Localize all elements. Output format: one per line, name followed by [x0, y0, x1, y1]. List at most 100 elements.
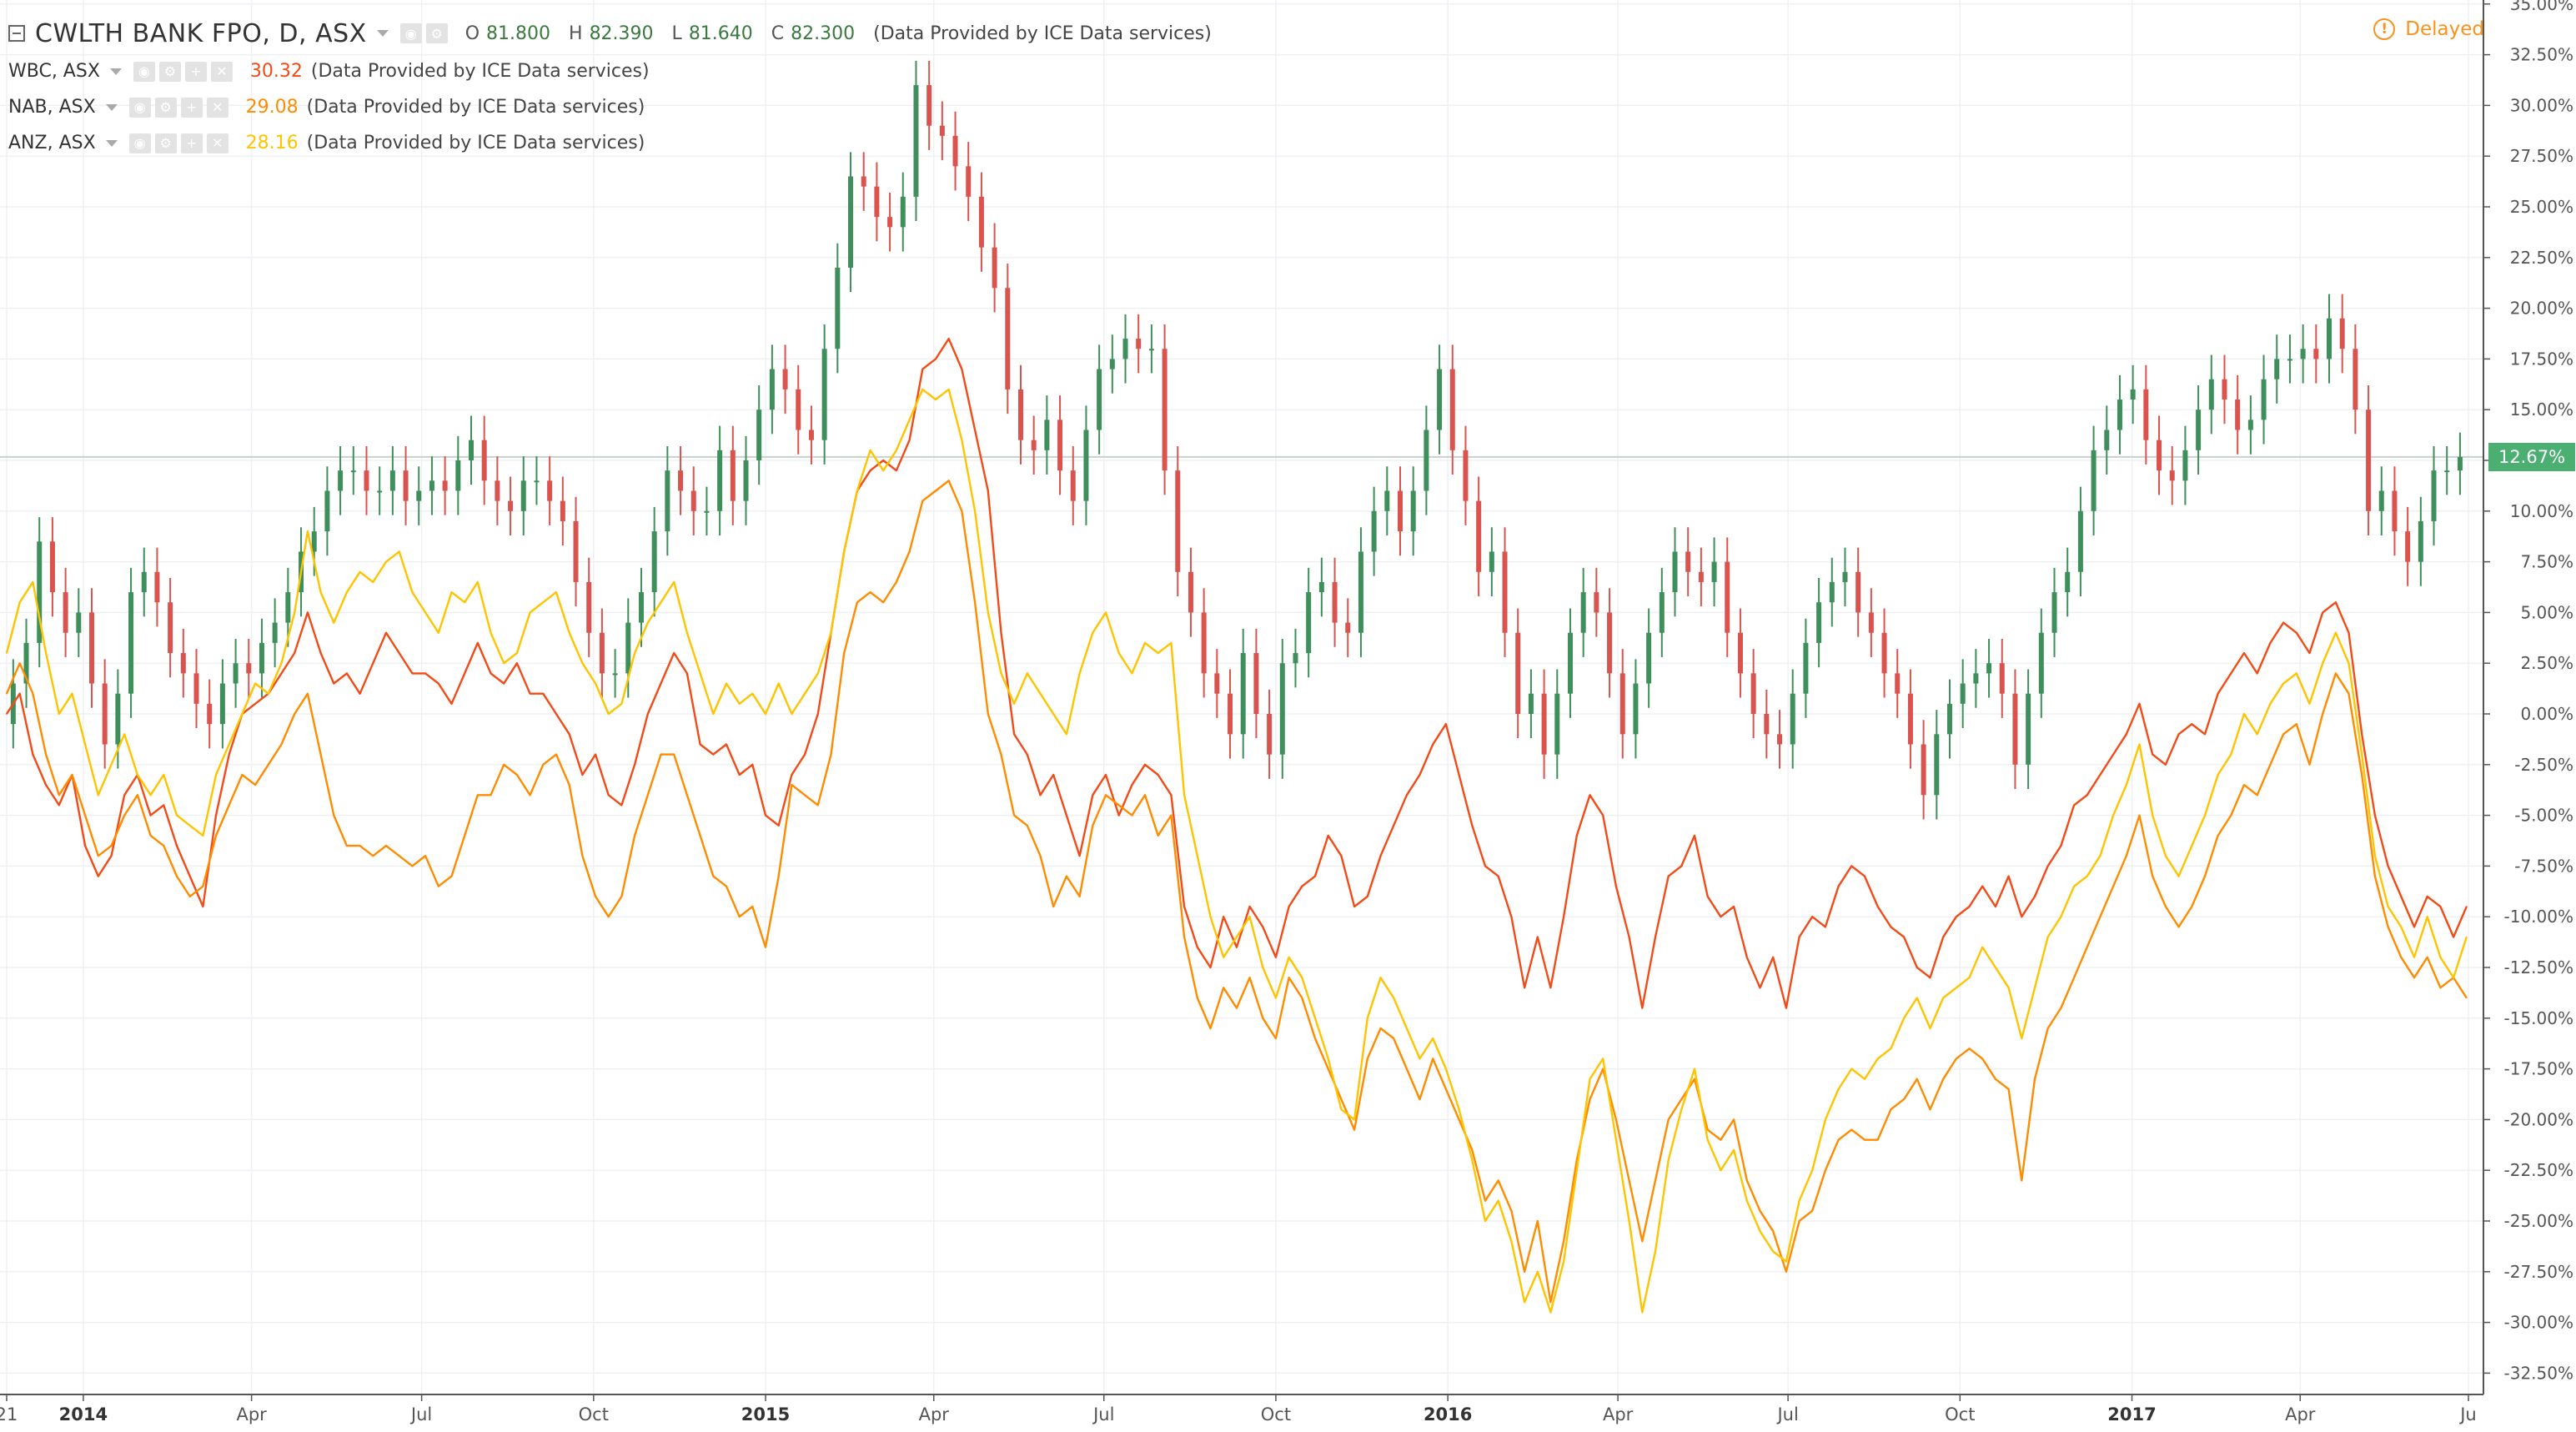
candle-body: [324, 490, 330, 532]
data-point: [2453, 936, 2454, 938]
data-point: [1066, 814, 1067, 816]
compare-symbol-label[interactable]: WBC, ASX: [8, 61, 100, 82]
data-point: [1615, 1138, 1617, 1141]
data-point: [1144, 642, 1146, 644]
chevron-down-icon[interactable]: [105, 103, 118, 111]
gear-icon[interactable]: ⚙: [154, 133, 177, 153]
data-point: [1563, 916, 1564, 917]
candle-body: [2065, 571, 2071, 593]
y-tick-label: -7.50%: [2514, 856, 2573, 876]
plus-icon[interactable]: +: [184, 61, 207, 82]
candle-body: [1502, 551, 1508, 633]
candle-body: [1672, 551, 1678, 593]
candle-body: [442, 480, 448, 491]
data-point: [1720, 916, 1722, 917]
candle-body: [939, 125, 945, 136]
data-point: [581, 855, 584, 857]
eye-icon[interactable]: ◉: [399, 23, 422, 43]
data-point: [2086, 946, 2088, 948]
candle-body: [233, 663, 239, 684]
data-point: [424, 855, 426, 857]
data-point: [202, 885, 204, 887]
data-point: [1537, 1271, 1539, 1273]
compare-symbol-label[interactable]: NAB, ASX: [8, 97, 96, 118]
candle-body: [2431, 470, 2437, 521]
data-point: [620, 804, 623, 806]
data-point: [699, 835, 701, 837]
delayed-indicator[interactable]: ! Delayed: [2373, 18, 2484, 40]
candle-body: [2313, 349, 2319, 359]
data-point: [1746, 1179, 1748, 1182]
y-tick-label: -30.00%: [2504, 1313, 2573, 1333]
candle-body: [534, 480, 540, 483]
candle-body: [599, 632, 605, 674]
data-point: [137, 794, 138, 796]
candle-body: [207, 703, 213, 725]
candle-body: [2012, 693, 2018, 765]
data-point: [555, 753, 557, 756]
gear-icon[interactable]: ⚙: [158, 61, 181, 82]
data-point: [1052, 774, 1054, 776]
close-icon[interactable]: ✕: [206, 133, 228, 153]
candle-body: [926, 85, 932, 126]
data-point: [2374, 855, 2376, 857]
chevron-down-icon[interactable]: [105, 139, 118, 147]
data-point: [686, 672, 688, 675]
data-point: [280, 662, 283, 664]
candle-body: [730, 450, 736, 501]
candle-body: [1698, 571, 1704, 582]
x-tick-label: Ju: [2458, 1404, 2477, 1424]
close-icon[interactable]: ✕: [206, 97, 228, 118]
y-tick-label: -2.50%: [2514, 755, 2573, 775]
data-point: [163, 804, 165, 806]
data-point: [1092, 631, 1094, 634]
data-point: [2426, 957, 2428, 958]
data-point: [595, 896, 596, 897]
close-icon[interactable]: ✕: [210, 61, 233, 82]
chevron-down-icon[interactable]: [376, 30, 389, 37]
data-point: [1288, 906, 1290, 907]
plus-icon[interactable]: +: [180, 97, 203, 118]
collapse-legend-button[interactable]: [8, 25, 25, 42]
candle-body: [416, 490, 422, 501]
candle-body: [874, 186, 880, 218]
data-point: [673, 753, 675, 756]
gear-icon[interactable]: ⚙: [154, 97, 177, 118]
data-point: [1981, 885, 1983, 887]
data-point: [2466, 997, 2468, 999]
plus-icon[interactable]: +: [180, 133, 203, 153]
eye-icon[interactable]: ◉: [128, 97, 151, 118]
data-point: [2046, 936, 2049, 938]
data-point: [2046, 865, 2049, 867]
eye-icon[interactable]: ◉: [133, 61, 155, 82]
gear-icon[interactable]: ⚙: [425, 23, 448, 43]
data-point: [1327, 1058, 1329, 1060]
data-point: [2374, 814, 2376, 816]
candle-body: [1449, 369, 1455, 450]
main-symbol-title[interactable]: CWLTH BANK FPO, D, ASX: [35, 18, 367, 48]
chevron-down-icon[interactable]: [109, 68, 122, 75]
data-point: [974, 601, 976, 603]
candle-body: [455, 460, 461, 491]
data-point: [411, 672, 414, 675]
data-point: [398, 550, 400, 553]
data-point: [2348, 631, 2350, 634]
data-point: [1131, 672, 1133, 675]
data-point: [1825, 1118, 1826, 1121]
eye-icon[interactable]: ◉: [128, 133, 151, 153]
data-point: [2177, 733, 2180, 736]
data-point: [647, 621, 649, 624]
data-point: [1968, 1048, 1971, 1050]
x-tick-label: Apr: [1603, 1404, 1634, 1424]
data-point: [2256, 794, 2258, 796]
data-point: [1772, 1250, 1774, 1253]
candle-body: [2418, 520, 2423, 562]
data-point: [1445, 1068, 1447, 1070]
y-tick-label: 35.00%: [2510, 0, 2573, 14]
compare-symbol-label[interactable]: ANZ, ASX: [8, 133, 96, 153]
data-provider-note: (Data Provided by ICE Data services): [306, 97, 645, 118]
candle-body: [1240, 653, 1246, 735]
